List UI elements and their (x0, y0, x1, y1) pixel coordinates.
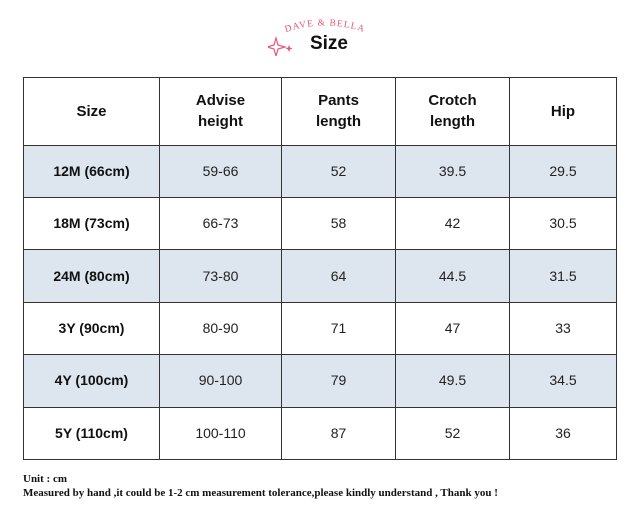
crotch-length-cell: 39.5 (395, 144, 510, 198)
table-row: 12M (66cm) 59-66 52 39.5 29.5 (23, 144, 617, 198)
size-cell: 18M (73cm) (23, 196, 160, 251)
unit-note: Unit : cm (23, 473, 67, 485)
hip-cell: 29.5 (509, 144, 617, 198)
column-header-crotch-length: Crotch length (395, 77, 510, 146)
brand-logo: DAVE & BELLA (284, 18, 366, 35)
advise-height-cell: 90-100 (159, 354, 282, 408)
column-header-size: Size (23, 77, 160, 146)
advise-height-cell: 100-110 (159, 406, 282, 461)
hip-cell: 33 (509, 301, 617, 356)
size-cell: 3Y (90cm) (23, 301, 160, 356)
advise-height-cell: 73-80 (159, 249, 282, 303)
column-header-advise-height: Advise height (159, 77, 282, 146)
pants-length-cell: 71 (281, 301, 396, 356)
table-row: 24M (80cm) 73-80 64 44.5 31.5 (23, 249, 617, 303)
advise-height-cell: 59-66 (159, 144, 282, 198)
hip-cell: 34.5 (509, 354, 617, 408)
pants-length-cell: 87 (281, 406, 396, 461)
notes: Unit : cm Measured by hand ,it could be … (23, 472, 623, 500)
crotch-length-cell: 47 (395, 301, 510, 356)
column-header-hip: Hip (509, 77, 617, 146)
crotch-length-cell: 49.5 (395, 354, 510, 408)
table-row: 5Y (110cm) 100-110 87 52 36 (23, 406, 617, 461)
hip-cell: 36 (509, 406, 617, 461)
pants-length-cell: 52 (281, 144, 396, 198)
size-cell: 4Y (100cm) (23, 354, 160, 408)
crotch-length-cell: 52 (395, 406, 510, 461)
column-header-pants-length: Pants length (281, 77, 396, 146)
size-table: Size Advise height Pants length Crotch l… (23, 77, 617, 461)
size-cell: 12M (66cm) (23, 144, 160, 198)
sparkle-icon (268, 36, 293, 56)
advise-height-cell: 66-73 (159, 196, 282, 251)
crotch-length-cell: 42 (395, 196, 510, 251)
pants-length-cell: 79 (281, 354, 396, 408)
header: DAVE & BELLA Size (0, 0, 640, 75)
tolerance-note: Measured by hand ,it could be 1-2 cm mea… (23, 487, 498, 499)
table-row: 18M (73cm) 66-73 58 42 30.5 (23, 196, 617, 251)
pants-length-cell: 64 (281, 249, 396, 303)
table-row: 3Y (90cm) 80-90 71 47 33 (23, 301, 617, 356)
hip-cell: 31.5 (509, 249, 617, 303)
advise-height-cell: 80-90 (159, 301, 282, 356)
size-cell: 5Y (110cm) (23, 406, 160, 461)
size-cell: 24M (80cm) (23, 249, 160, 303)
pants-length-cell: 58 (281, 196, 396, 251)
page-title: Size (309, 33, 349, 54)
crotch-length-cell: 44.5 (395, 249, 510, 303)
table-row: 4Y (100cm) 90-100 79 49.5 34.5 (23, 354, 617, 408)
header-row: Size Advise height Pants length Crotch l… (23, 77, 617, 146)
hip-cell: 30.5 (509, 196, 617, 251)
